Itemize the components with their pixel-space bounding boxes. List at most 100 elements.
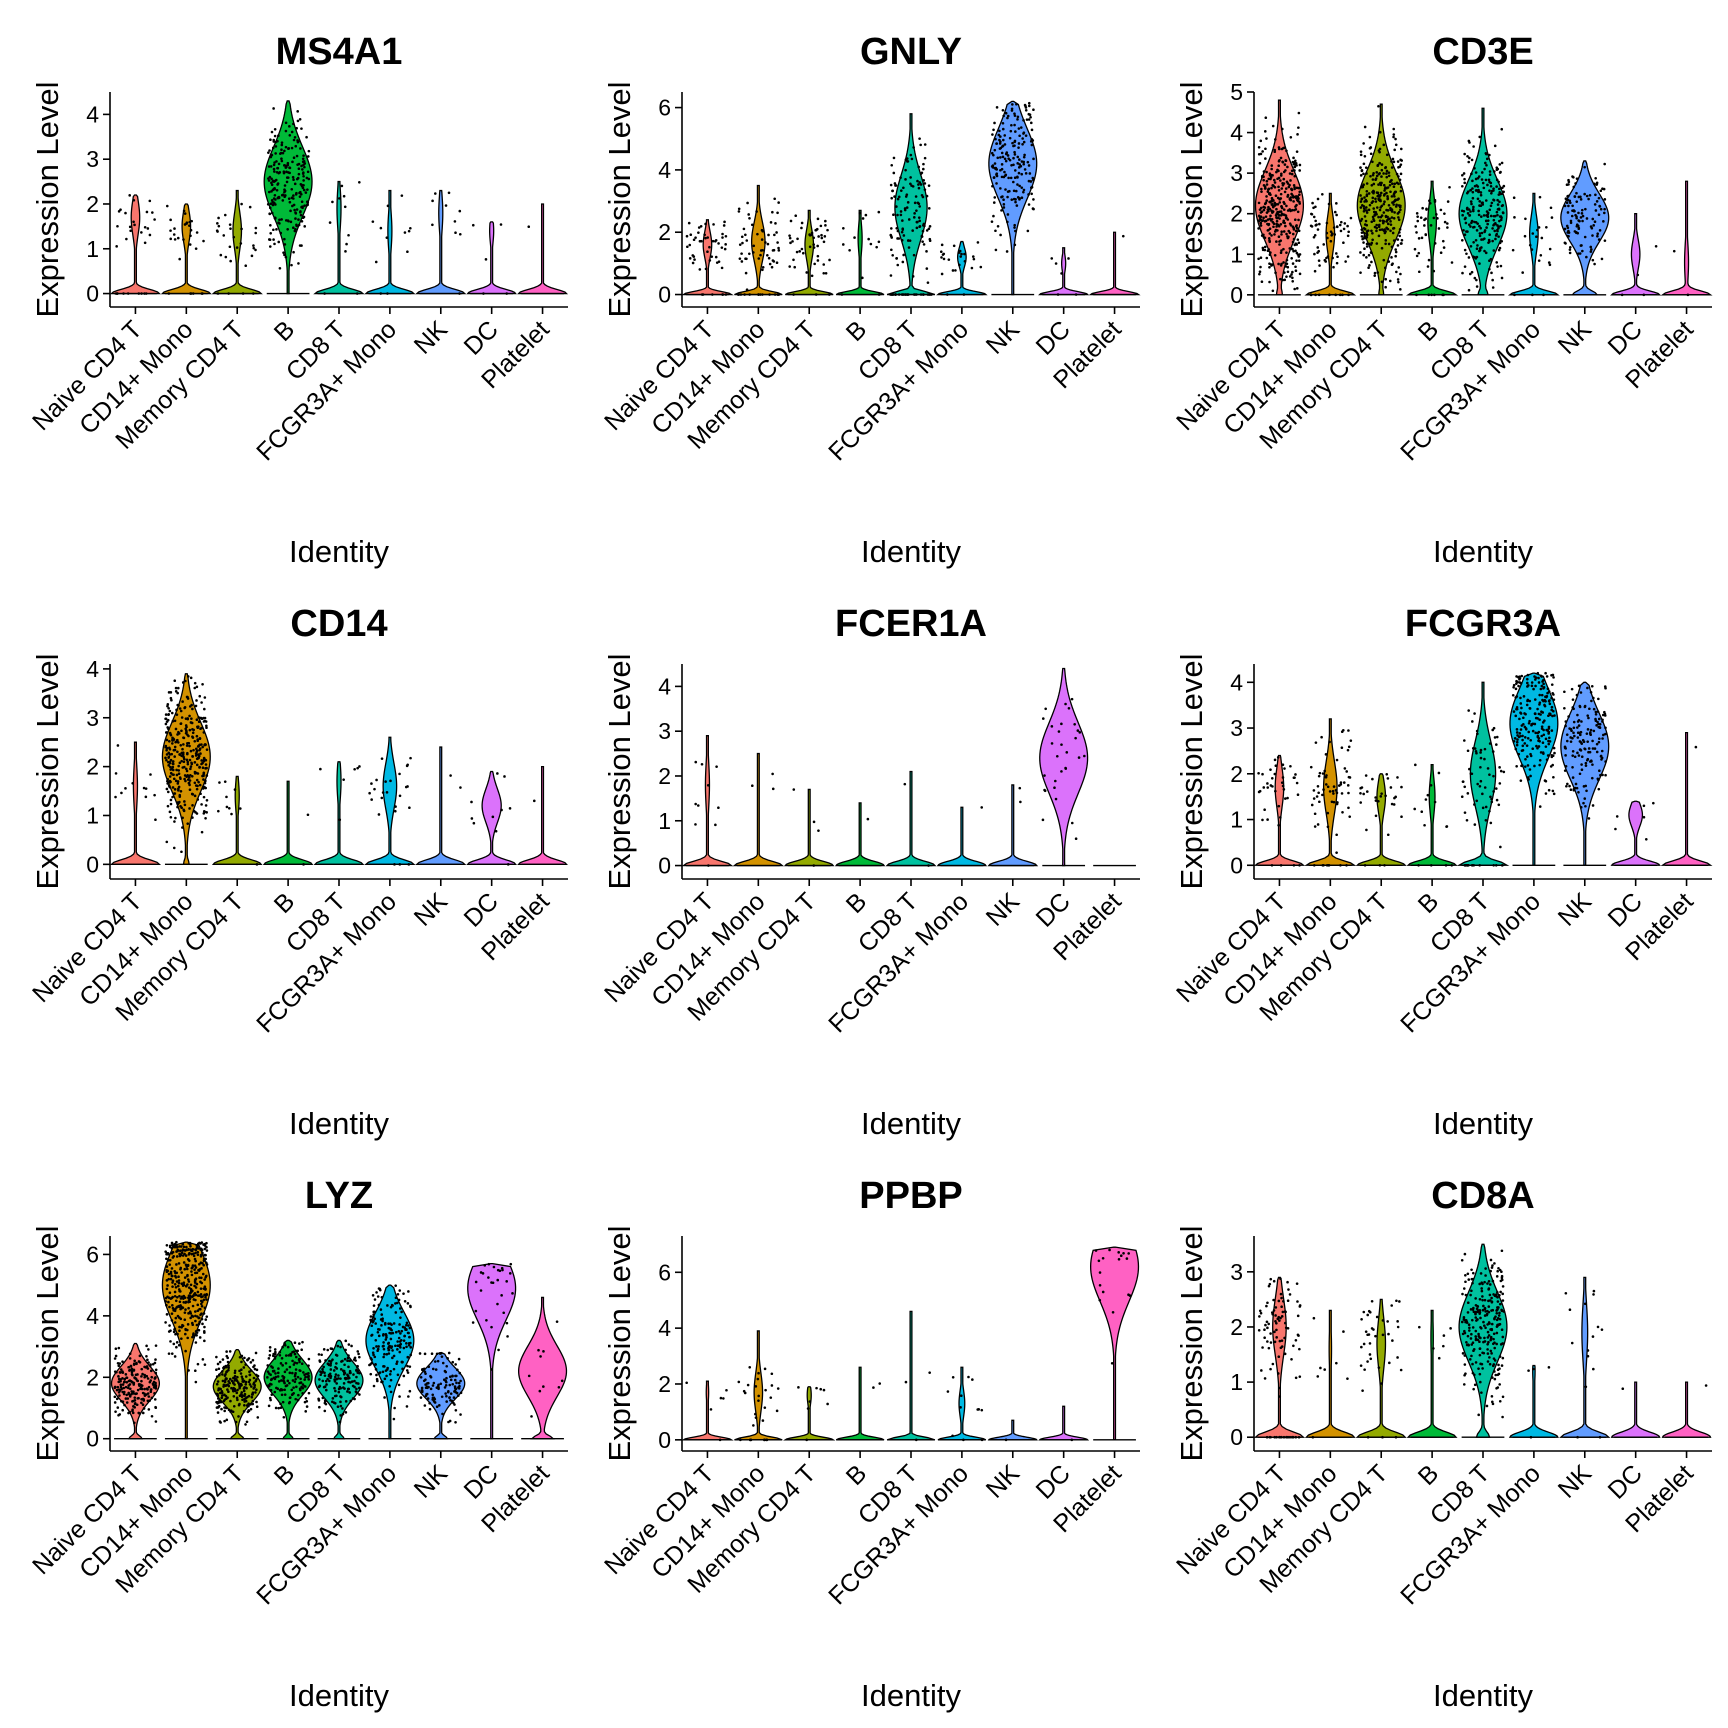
data-point: [268, 206, 272, 210]
data-point: [1570, 214, 1574, 218]
data-point: [1268, 265, 1271, 269]
data-point: [1285, 149, 1288, 153]
data-point: [267, 1357, 271, 1360]
data-point: [894, 184, 898, 187]
data-point: [307, 1372, 310, 1375]
data-point: [717, 806, 720, 809]
data-point: [1490, 800, 1494, 804]
data-point: [335, 1382, 339, 1385]
data-point: [1326, 785, 1330, 789]
data-point: [306, 203, 309, 207]
data-point: [144, 795, 148, 799]
y-tick-label: 2: [86, 191, 99, 217]
data-point: [1392, 160, 1396, 164]
data-point: [1392, 216, 1396, 220]
data-point: [358, 765, 361, 768]
data-point: [816, 254, 820, 258]
data-point: [194, 752, 198, 755]
data-point: [128, 1357, 132, 1360]
data-point: [169, 1270, 173, 1274]
data-point: [1389, 220, 1392, 223]
violin-cd14-nk: [415, 746, 467, 866]
data-point: [339, 1368, 343, 1371]
data-point: [177, 789, 180, 792]
data-point: [1594, 177, 1597, 180]
data-point: [122, 1386, 126, 1390]
data-point: [1295, 186, 1299, 190]
data-point: [409, 756, 412, 760]
data-point: [335, 1377, 339, 1381]
data-point: [381, 791, 385, 794]
data-point: [1340, 746, 1344, 750]
data-point: [200, 759, 203, 762]
data-point: [1427, 258, 1431, 262]
data-point: [1258, 789, 1262, 793]
data-point: [129, 1364, 133, 1368]
data-point: [1376, 271, 1380, 274]
data-point: [1461, 213, 1464, 217]
data-point: [1563, 227, 1567, 231]
data-point: [188, 220, 191, 224]
data-point: [1070, 821, 1074, 825]
x-tick-label: B: [1413, 315, 1445, 347]
data-point: [431, 199, 434, 203]
data-point: [1384, 285, 1387, 289]
data-point: [141, 1403, 145, 1406]
data-point: [328, 1379, 331, 1383]
data-point: [1568, 251, 1572, 255]
data-point: [199, 792, 202, 796]
data-point: [1585, 732, 1589, 735]
violin-shape: [1088, 231, 1141, 296]
data-point: [991, 184, 994, 188]
data-point: [958, 249, 962, 253]
data-point: [165, 1313, 169, 1316]
data-point: [286, 228, 289, 231]
data-point: [1293, 165, 1297, 169]
data-point: [293, 1374, 297, 1378]
data-point: [202, 810, 206, 813]
data-point: [1547, 788, 1551, 792]
data-point: [1006, 213, 1010, 216]
data-point: [1577, 684, 1581, 688]
data-point: [117, 1375, 120, 1378]
data-point: [1295, 203, 1298, 207]
data-point: [205, 766, 208, 770]
data-point: [1479, 779, 1483, 783]
data-point: [173, 788, 177, 791]
data-point: [1471, 746, 1475, 750]
data-point: [194, 1341, 198, 1344]
data-point: [288, 1371, 292, 1375]
data-point: [1519, 696, 1522, 700]
data-point: [1259, 265, 1262, 269]
data-point: [254, 248, 257, 252]
data-point: [1470, 270, 1474, 274]
data-point: [337, 1387, 341, 1391]
data-point: [744, 233, 747, 237]
data-point: [187, 1241, 191, 1245]
data-point: [204, 816, 207, 820]
data-point: [249, 1403, 252, 1406]
data-point: [1015, 102, 1018, 106]
data-point: [169, 802, 173, 806]
data-point: [334, 1373, 338, 1376]
data-point: [178, 707, 182, 710]
data-point: [917, 183, 920, 186]
data-point: [169, 696, 173, 700]
data-point: [319, 1370, 322, 1373]
data-point: [180, 1251, 184, 1255]
data-point: [1566, 226, 1570, 230]
data-point: [1273, 203, 1277, 207]
data-point: [1050, 742, 1054, 745]
data-point: [1571, 698, 1575, 701]
data-point: [140, 1379, 143, 1383]
data-point: [113, 1370, 117, 1373]
data-point: [1443, 220, 1447, 224]
data-point: [1335, 833, 1338, 837]
data-point: [174, 1274, 177, 1278]
data-point: [292, 138, 296, 142]
data-point: [1002, 198, 1005, 202]
data-point: [271, 203, 275, 207]
data-point: [1575, 177, 1579, 180]
data-point: [166, 777, 169, 781]
data-point: [1520, 674, 1524, 678]
